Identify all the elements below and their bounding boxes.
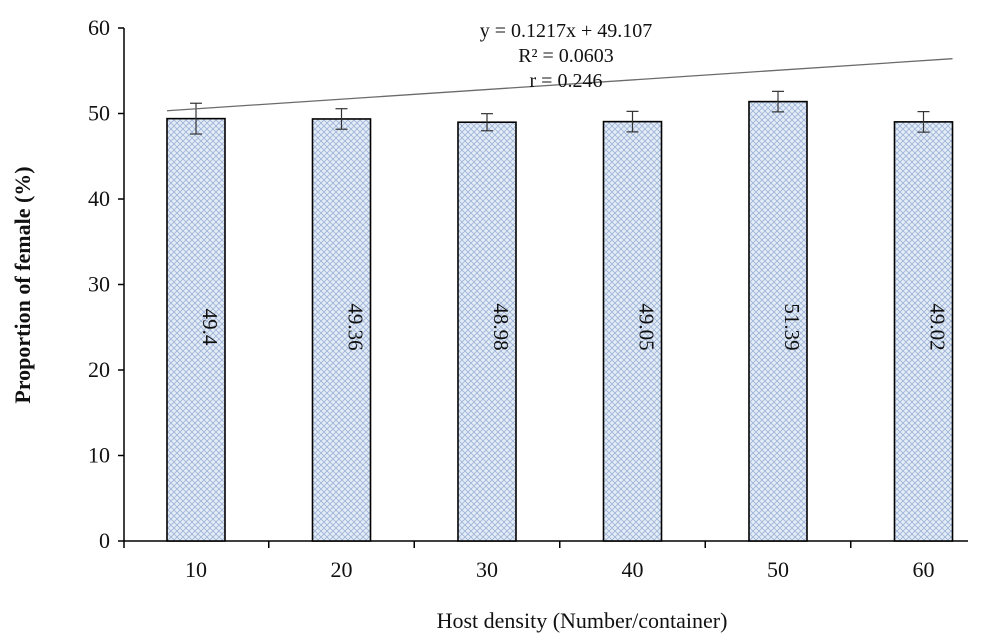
trendline-r: r = 0.246 — [530, 70, 603, 92]
bar-data-label: 49.36 — [344, 303, 368, 350]
bar-10 — [166, 117, 226, 542]
x-tick-label: 40 — [622, 557, 644, 582]
trendline-r-squared: R² = 0.0603 — [518, 45, 614, 67]
y-tick-label: 60 — [88, 15, 110, 40]
y-tick-label: 20 — [88, 357, 110, 382]
y-tick-label: 40 — [88, 186, 110, 211]
bar-data-label: 49.05 — [635, 303, 659, 350]
trendline — [166, 58, 953, 112]
bar-data-label: 51.39 — [780, 303, 804, 350]
y-tick-label: 0 — [99, 528, 110, 553]
bar-data-label: 48.98 — [489, 303, 513, 350]
x-tick-label: 50 — [767, 557, 789, 582]
bar-data-label: 49.4 — [198, 309, 222, 346]
bar-60 — [893, 121, 954, 542]
plot-area: 0 10 20 30 40 50 60 49.4 10 49.36 20 48.98 30 49.05 40… — [88, 15, 968, 582]
trendline-equation: y = 0.1217x + 49.107 — [480, 20, 653, 42]
x-tick-label: 10 — [185, 557, 207, 582]
bar-data-label: 49.02 — [926, 303, 950, 350]
y-tick-label: 10 — [88, 443, 110, 468]
x-tick-label: 20 — [331, 557, 353, 582]
x-axis-title: Host density (Number/container) — [437, 608, 728, 633]
y-tick-label: 50 — [88, 101, 110, 126]
x-tick-label: 60 — [913, 557, 935, 582]
bar-50 — [748, 100, 808, 542]
y-axis-title: Proportion of female (%) — [10, 166, 35, 403]
y-tick-label: 30 — [88, 272, 110, 297]
x-tick-label: 30 — [476, 557, 498, 582]
